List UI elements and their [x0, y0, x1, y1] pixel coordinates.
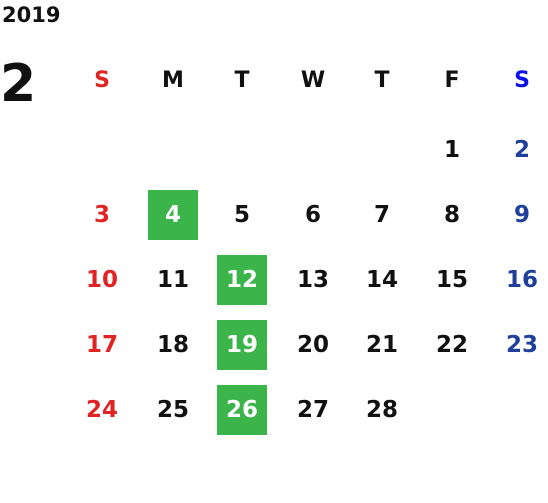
weekday-header: T [374, 67, 390, 93]
day: 24 [85, 397, 118, 423]
day: 8 [443, 202, 460, 228]
highlighted-day: 26 [217, 385, 267, 435]
day: 28 [365, 397, 398, 423]
day: 22 [435, 332, 468, 358]
weekday-header: M [162, 67, 184, 93]
day: 9 [513, 202, 530, 228]
month: 2 [0, 54, 37, 114]
weekday-header: W [300, 67, 326, 93]
day: 15 [435, 267, 468, 293]
day: 3 [93, 202, 110, 228]
day: 17 [85, 332, 118, 358]
day: 2 [513, 137, 530, 163]
day: 10 [85, 267, 118, 293]
highlighted-day: 12 [217, 255, 267, 305]
day: 1 [443, 137, 460, 163]
day: 18 [156, 332, 189, 358]
day: 25 [156, 397, 189, 423]
day: 27 [296, 397, 329, 423]
day: 13 [296, 267, 329, 293]
weekday-header: S [94, 67, 110, 93]
day: 11 [156, 267, 189, 293]
year: 2019 [2, 3, 61, 27]
day: 21 [365, 332, 398, 358]
highlighted-day: 19 [217, 320, 267, 370]
day: 16 [505, 267, 538, 293]
day: 23 [505, 332, 538, 358]
weekday-header: S [514, 67, 530, 93]
day: 14 [365, 267, 398, 293]
highlighted-day: 4 [148, 190, 198, 240]
weekday-header: T [234, 67, 250, 93]
day: 5 [233, 202, 250, 228]
day: 6 [304, 202, 321, 228]
day: 20 [296, 332, 329, 358]
weekday-header: F [444, 67, 460, 93]
day: 7 [373, 202, 390, 228]
